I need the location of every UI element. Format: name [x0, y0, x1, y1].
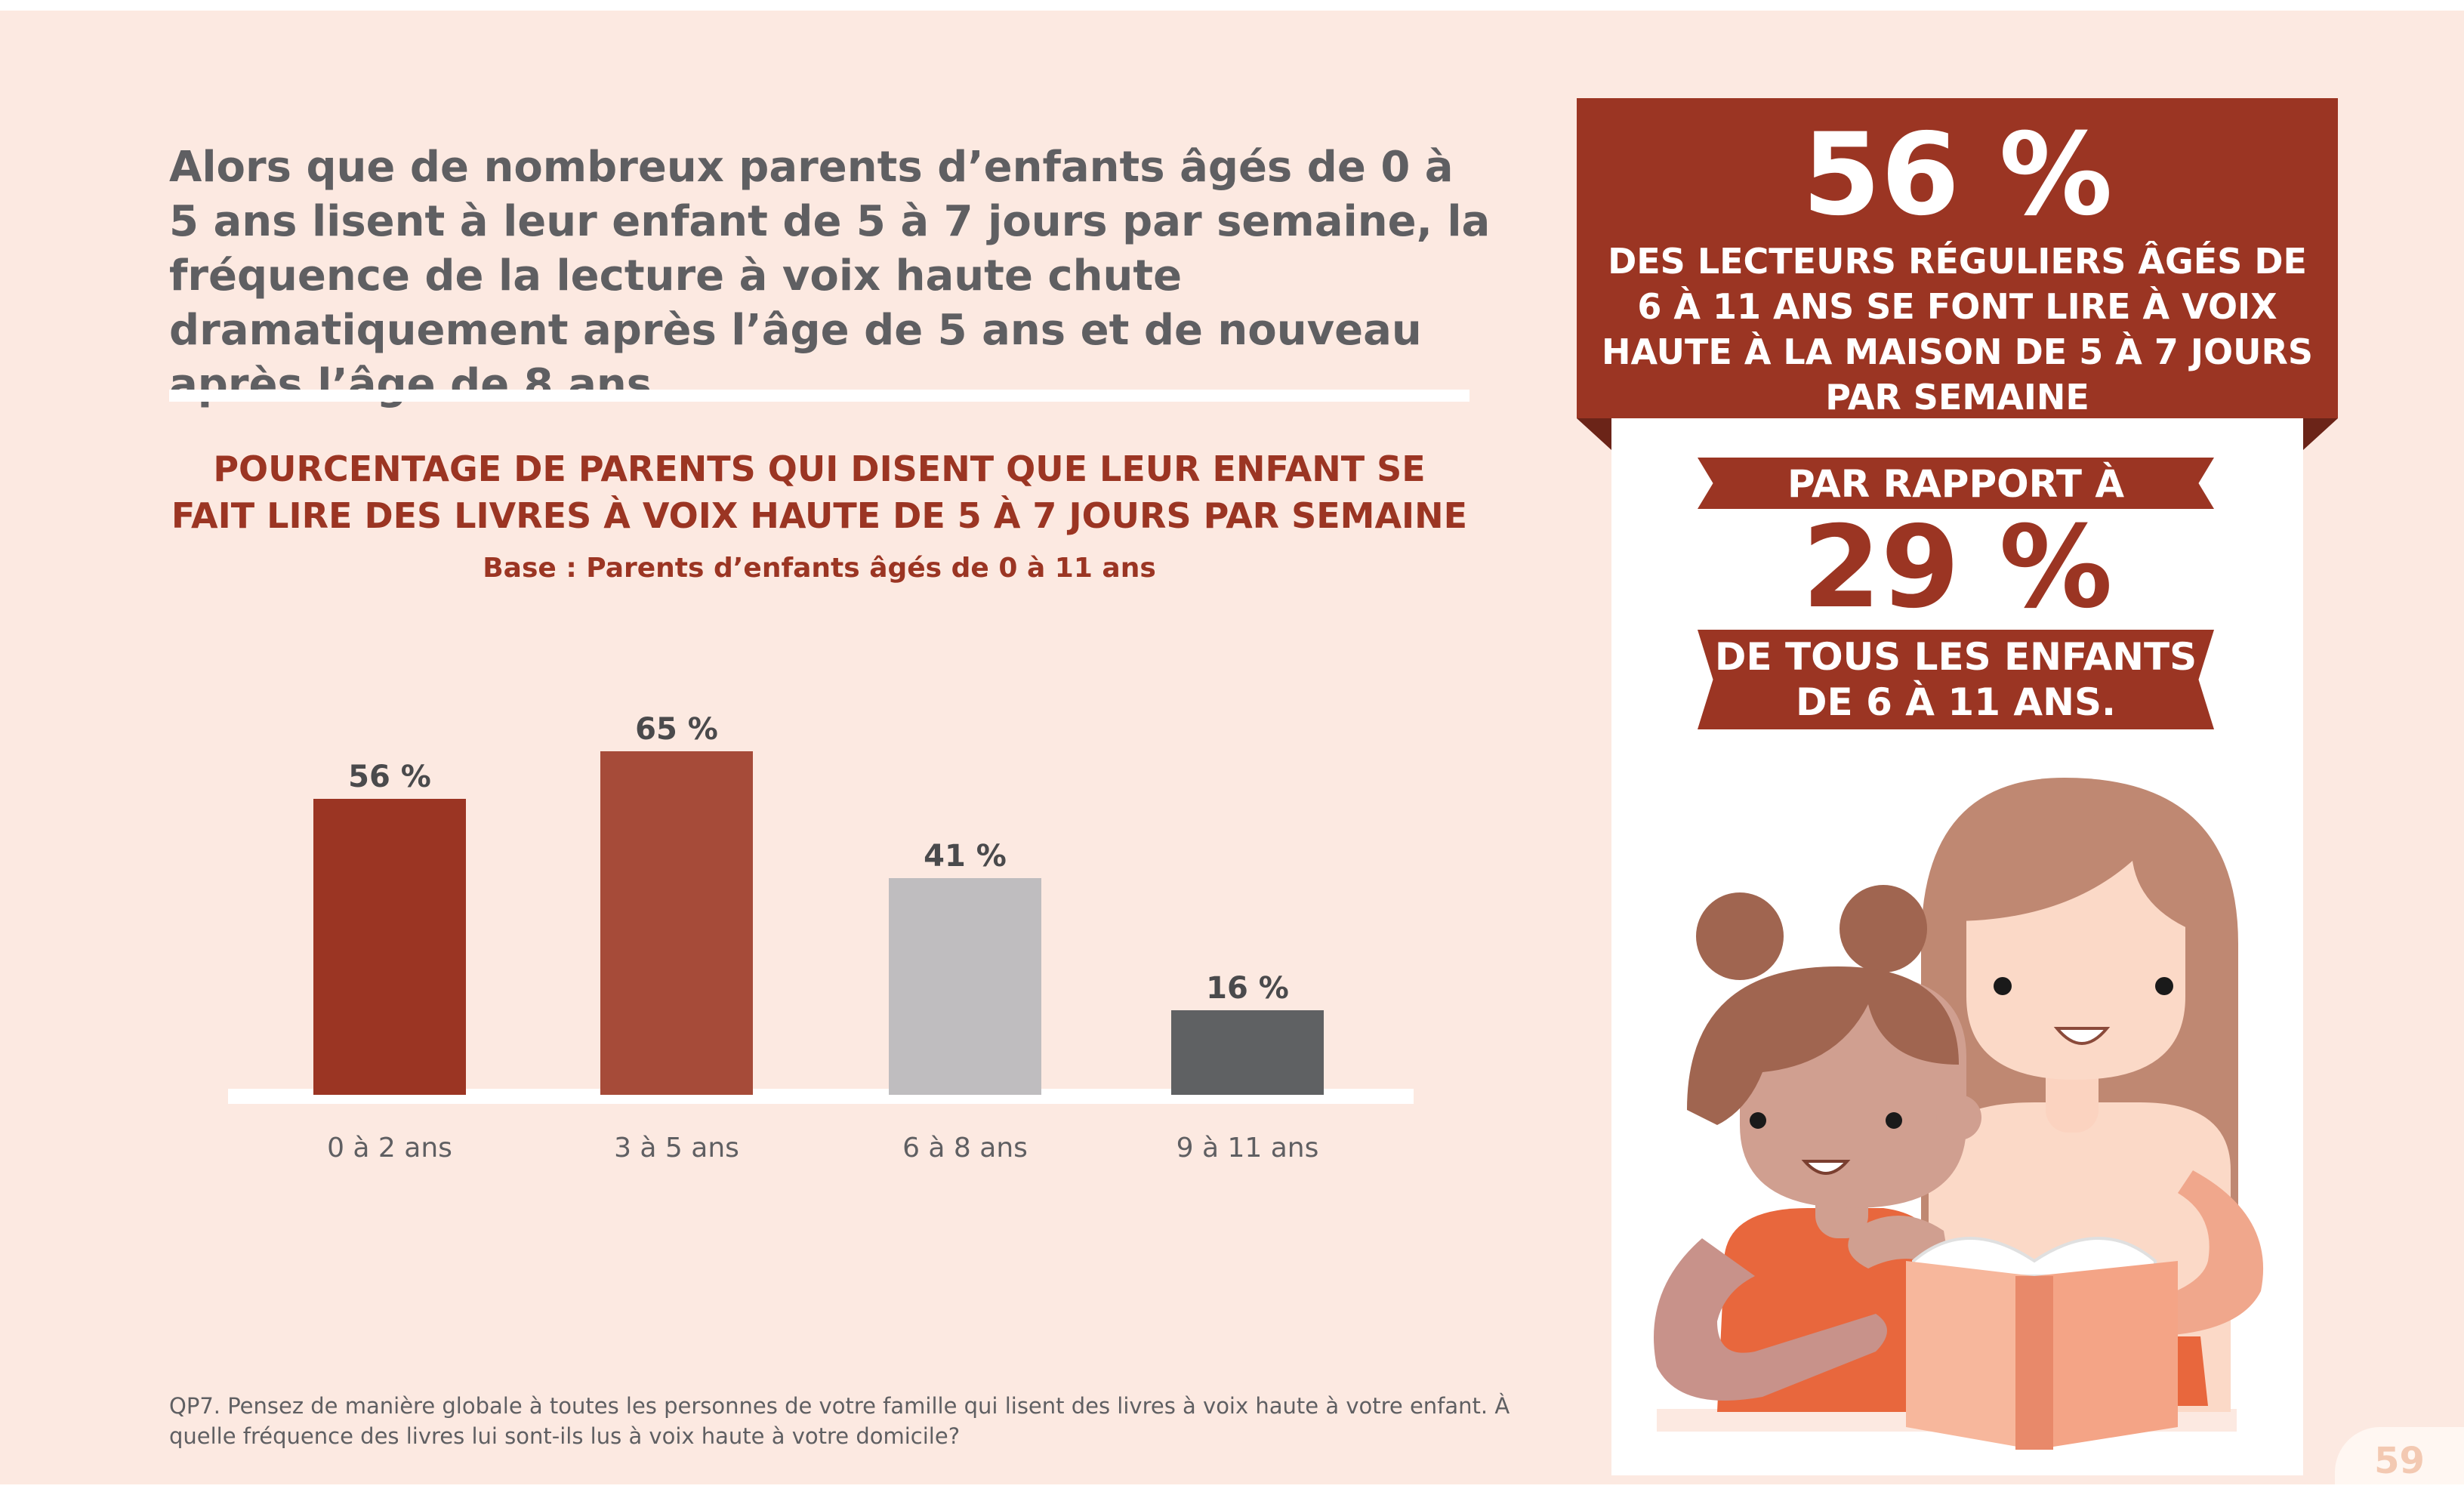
section-divider [169, 390, 1469, 402]
book-right-cover [2034, 1261, 2178, 1450]
child-arm [1654, 1238, 1887, 1401]
category-label: 6 à 8 ans [902, 1133, 1028, 1164]
book-spine [2015, 1276, 2053, 1450]
parent-fringe [1951, 815, 2208, 936]
headline-stat-description: DES LECTEURS RÉGULIERS ÂGÉS DE 6 À 11 AN… [1601, 241, 2314, 418]
banner-fold-left [1577, 418, 1611, 450]
intro-paragraph: Alors que de nombreux parents d’enfants … [169, 143, 1491, 409]
page-number: 59 [2335, 1427, 2464, 1484]
chart-baseline [228, 1089, 1414, 1104]
headline-stat-banner: 56 % DES LECTEURS RÉGULIERS ÂGÉS DE 6 À … [1577, 98, 2338, 418]
child-smile [1801, 1160, 1851, 1175]
child-ear [1936, 1095, 1981, 1140]
parent-arm [2125, 1170, 2264, 1336]
reading-parent-child-illustration [1654, 778, 2264, 1450]
bar-4 [1171, 1010, 1324, 1095]
child-hair-bun-left [1696, 892, 1784, 980]
book-pages [1912, 1237, 2157, 1278]
child-eye-left [1750, 1112, 1766, 1129]
parent-eye-left [1994, 977, 2012, 995]
book-left-cover [1906, 1261, 2034, 1450]
child-hair-top [1687, 966, 1959, 1125]
compare-stat: 29 % [1802, 502, 2113, 633]
child-hair-bun-right [1840, 885, 1927, 973]
category-label: 9 à 11 ans [1176, 1133, 1319, 1164]
bar-value-label: 65 % [635, 712, 718, 747]
footnote: QP7. Pensez de manière globale à toutes … [169, 1393, 1510, 1449]
compare-description-ribbon: DE TOUS LES ENFANTS DE 6 À 11 ANS. [1698, 630, 2214, 729]
bar-1 [313, 799, 466, 1095]
bar-3 [889, 878, 1041, 1095]
parent-face [1966, 861, 2185, 1080]
bar-value-label: 16 % [1206, 971, 1289, 1006]
bar-value-label: 56 % [348, 760, 431, 794]
parent-smile [2053, 1027, 2111, 1045]
compare-ribbon: PAR RAPPORT À [1698, 458, 2214, 509]
parent-eye-right [2155, 977, 2173, 995]
bar-2 [600, 751, 753, 1095]
bar-chart: 56 % 0 à 2 ans 65 % 3 à 5 ans 41 % 6 à 8 ans 1… [228, 712, 1414, 1164]
child-eye-right [1886, 1112, 1902, 1129]
chart-title: POURCENTAGE DE PARENTS QUI DISENT QUE LE… [171, 448, 1468, 536]
headline-stat: 56 % [1802, 109, 2113, 241]
category-label: 0 à 2 ans [327, 1133, 452, 1164]
category-label: 3 à 5 ans [614, 1133, 739, 1164]
chart-subtitle: Base : Parents d’enfants âgés de 0 à 11 … [483, 553, 1156, 584]
bar-value-label: 41 % [924, 839, 1007, 874]
banner-fold-right [2303, 418, 2338, 450]
